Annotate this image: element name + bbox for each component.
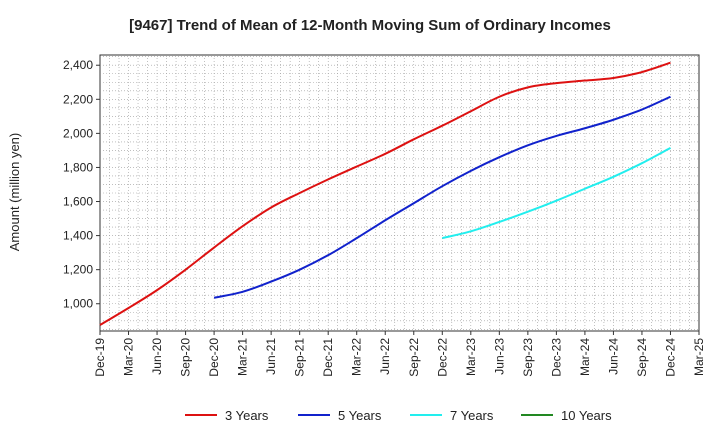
- x-tick-label: Jun-23: [492, 338, 506, 375]
- x-tick-label: Mar-24: [578, 338, 592, 376]
- legend-label: 3 Years: [225, 408, 269, 423]
- x-tick-label: Sep-20: [179, 338, 193, 377]
- x-axis: Dec-19 Mar-20 Jun-20 Sep-20 Dec-20 Mar-21 Jun-…: [93, 331, 706, 377]
- x-tick-label: Sep-21: [293, 338, 307, 377]
- x-tick-label: Dec-24: [663, 338, 677, 377]
- y-tick-label: 2,200: [63, 92, 93, 106]
- x-tick-label: Jun-24: [606, 338, 620, 375]
- y-tick-label: 1,000: [63, 297, 93, 311]
- y-tick-label: 2,000: [63, 126, 93, 140]
- x-tick-label: Sep-22: [407, 338, 421, 377]
- x-tick-label: Jun-20: [150, 338, 164, 375]
- y-tick-label: 1,600: [63, 195, 93, 209]
- x-tick-label: Dec-21: [321, 338, 335, 377]
- x-tick-label: Dec-23: [549, 338, 563, 377]
- x-tick-label: Sep-24: [635, 338, 649, 377]
- y-tick-label: 2,400: [63, 58, 93, 72]
- y-tick-label: 1,200: [63, 263, 93, 277]
- x-tick-label: Dec-20: [207, 338, 221, 377]
- chart-title: [9467] Trend of Mean of 12-Month Moving …: [129, 17, 611, 34]
- x-tick-label: Mar-20: [122, 338, 136, 376]
- y-axis: 1,000 1,200 1,400 1,600 1,800 2,000 2,200 2,400: [63, 58, 100, 311]
- x-tick-label: Dec-22: [435, 338, 449, 377]
- x-tick-label: Mar-22: [350, 338, 364, 376]
- series-line-3-years: [99, 61, 671, 326]
- x-tick-label: Jun-21: [264, 338, 278, 375]
- series-group: [99, 61, 671, 326]
- plot-area: [99, 54, 700, 332]
- y-tick-label: 1,800: [63, 160, 93, 174]
- legend-label: 7 Years: [450, 408, 494, 423]
- legend: 3 Years 5 Years 7 Years 10 Years: [185, 408, 612, 423]
- x-tick-label: Jun-22: [378, 338, 392, 375]
- y-tick-label: 1,400: [63, 229, 93, 243]
- legend-label: 5 Years: [338, 408, 382, 423]
- series-line-7-years: [442, 146, 671, 240]
- x-tick-label: Mar-23: [464, 338, 478, 376]
- x-tick-label: Dec-19: [93, 338, 107, 377]
- x-tick-label: Mar-25: [692, 338, 706, 376]
- x-tick-label: Mar-21: [236, 338, 250, 376]
- y-axis-label: Amount (million yen): [7, 133, 22, 252]
- series-line-5-years: [213, 95, 671, 299]
- legend-label: 10 Years: [561, 408, 612, 423]
- x-tick-label: Sep-23: [521, 338, 535, 377]
